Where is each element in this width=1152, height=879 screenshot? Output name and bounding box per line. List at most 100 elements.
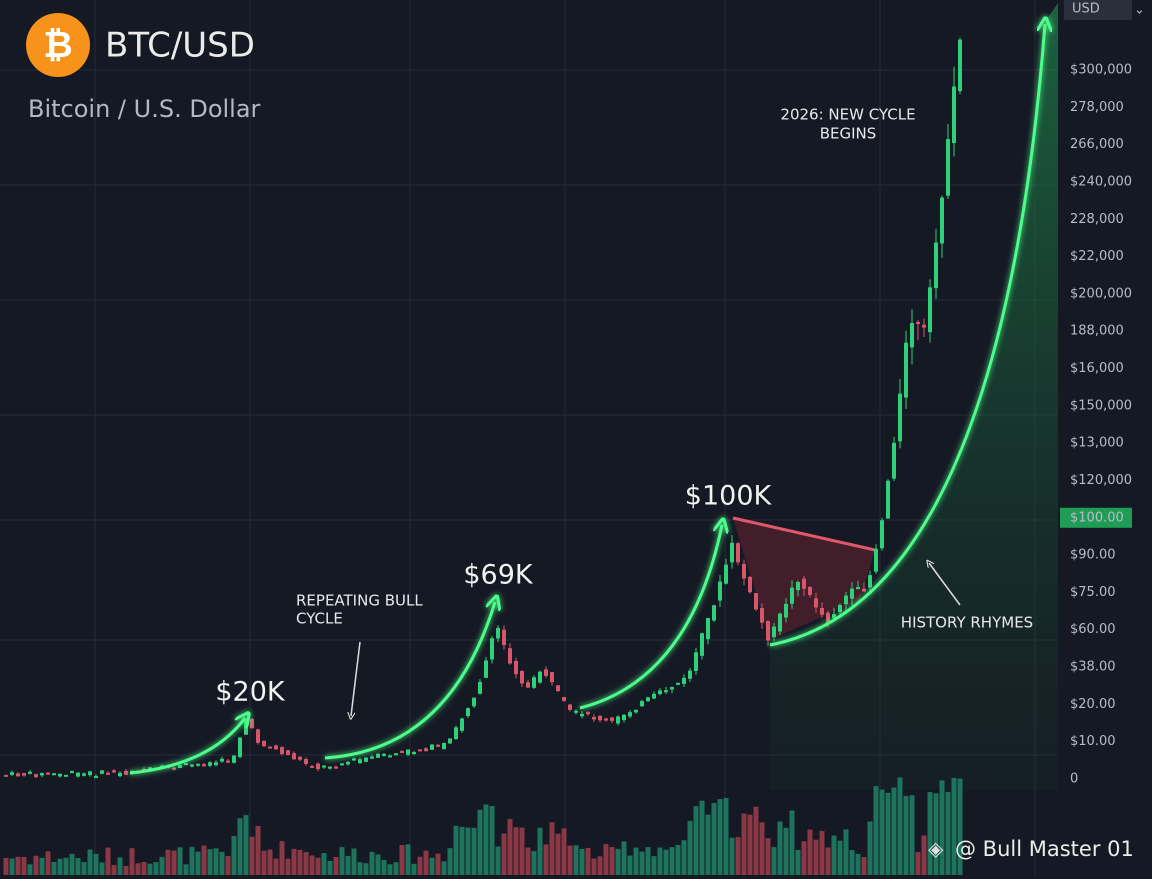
resistance-line [732,516,876,552]
volume-bar [399,844,405,875]
volume-bar [453,825,459,875]
volume-bar [759,822,765,875]
candle [580,713,584,717]
volume-bar [717,799,723,875]
candle [916,322,920,325]
candle [796,582,800,591]
volume-bar [825,847,831,875]
volume-bar [255,825,261,875]
volume-bar [15,856,21,875]
candle [610,717,614,721]
candle [736,543,740,563]
axis-label: $10.00 [1070,734,1116,749]
volume-bar [387,864,393,875]
volume-bar [183,864,189,875]
volume-bar [861,856,867,875]
axis-label: $13,000 [1070,436,1124,451]
volume-bar [885,792,891,875]
candle [232,755,236,763]
candle [310,765,314,768]
menu[interactable]: ⌄ [1134,3,1145,18]
volume-bar [609,847,615,875]
volume-bar [687,820,693,875]
volume-bar [645,847,651,875]
candle [598,715,602,721]
candle [28,771,32,774]
candle [868,575,872,588]
volume-bar [561,828,567,875]
volume-bar [927,792,933,875]
candle [892,442,896,479]
arrow [129,718,245,775]
volume-bar [831,835,837,875]
candle [586,712,590,715]
candle [472,697,476,707]
candle [10,772,14,775]
volume-bar [957,778,963,875]
volume-bar [819,831,825,875]
volume-bar [201,845,207,875]
volume-bar [873,786,879,875]
candle [754,593,758,610]
volume-bar [639,851,645,875]
volume-bar [459,826,465,875]
candle [862,588,866,592]
arrow [579,525,722,710]
volume-bar [159,856,165,875]
volume-bar [591,858,597,875]
volume-bar [63,857,69,875]
volume-bar [69,853,75,875]
candle [790,587,794,604]
volume-bar [729,837,735,875]
volume-bar [555,833,561,875]
volume-bar [75,857,81,875]
volume-bar [807,829,813,875]
currency: USD [1072,2,1100,17]
volume-bar [777,821,783,875]
volume-bar [933,793,939,875]
candle [838,605,842,612]
volume-bar [309,855,315,875]
volume-bar [945,791,951,875]
volume-bar [567,845,573,875]
volume-bar [297,849,303,875]
volume-bar [273,858,279,875]
volume-bar [351,848,357,875]
candle [604,718,608,721]
candle [184,763,188,766]
current-price-box [1060,507,1132,528]
axis-label: $38.00 [1070,660,1116,675]
title: BTC/USD [105,26,255,66]
axis-label: $300,000 [1070,63,1132,78]
volume-bar [501,833,507,875]
candle [412,752,416,755]
candle [832,614,836,619]
axis-label: $16,000 [1070,361,1124,376]
volume-bar [249,836,255,875]
candle [46,772,50,775]
volume-bar [207,849,213,875]
candle [394,753,398,756]
candle [208,762,212,766]
candle [298,756,302,760]
volume-bar [735,837,741,875]
candle [418,749,422,752]
volume-bar [867,821,873,875]
volume-bar [837,840,843,875]
volume-bar [579,849,585,875]
candle [274,745,278,750]
candle [934,242,938,289]
candle [202,764,206,767]
volume-bar [897,777,903,875]
candle [616,716,620,724]
volume-bar [627,855,633,875]
candle [196,763,200,766]
volume-bar [279,841,285,875]
volume-bar [843,829,849,875]
volume-bar [177,847,183,875]
volume-bar [45,851,51,875]
candle [178,765,182,769]
candle [730,542,734,563]
volume-bar [597,856,603,875]
